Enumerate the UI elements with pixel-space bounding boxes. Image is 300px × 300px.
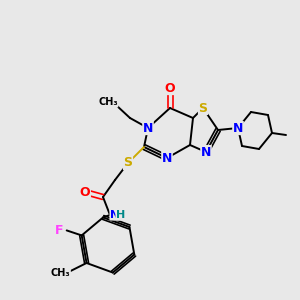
Text: N: N xyxy=(201,146,211,158)
Text: CH₃: CH₃ xyxy=(51,268,70,278)
Text: O: O xyxy=(80,185,90,199)
Text: N: N xyxy=(143,122,153,134)
Text: N: N xyxy=(233,122,243,134)
Text: N: N xyxy=(110,210,119,220)
Text: S: S xyxy=(124,157,133,169)
Text: O: O xyxy=(165,82,175,94)
Text: H: H xyxy=(116,210,125,220)
Text: S: S xyxy=(199,101,208,115)
Text: N: N xyxy=(162,152,172,164)
Text: CH₃: CH₃ xyxy=(98,97,118,107)
Text: F: F xyxy=(54,224,63,237)
